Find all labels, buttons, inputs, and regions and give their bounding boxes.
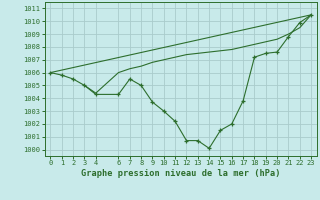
X-axis label: Graphe pression niveau de la mer (hPa): Graphe pression niveau de la mer (hPa)	[81, 169, 281, 178]
